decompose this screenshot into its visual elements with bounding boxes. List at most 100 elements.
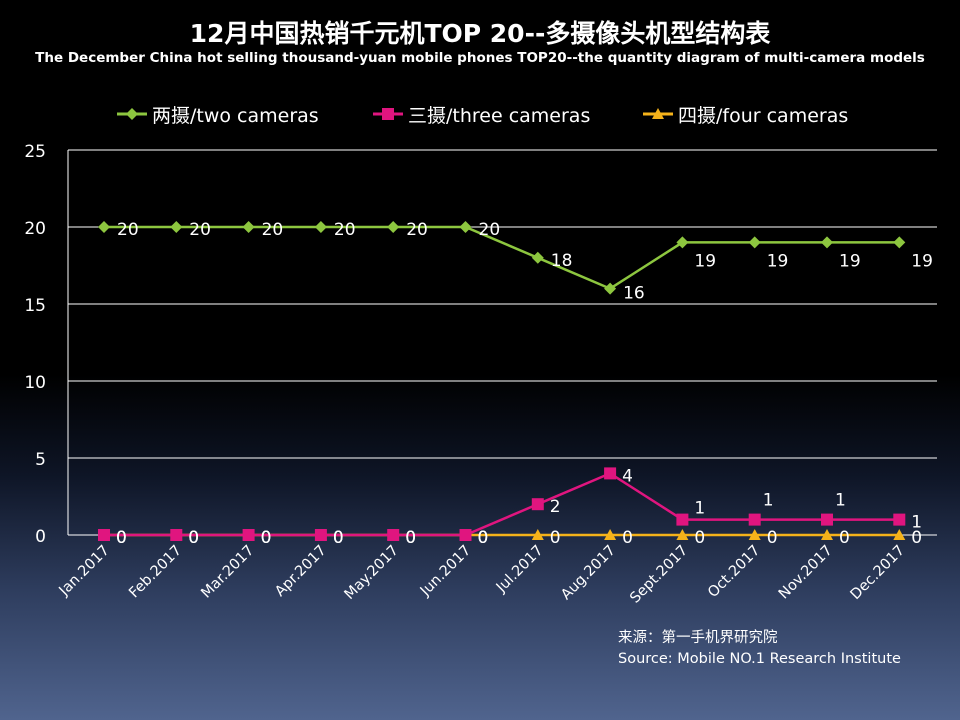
data-label: 0: [478, 528, 489, 548]
data-label: 18: [551, 251, 573, 271]
data-label: 20: [262, 220, 284, 240]
data-label: 0: [333, 528, 344, 548]
series-line: [104, 471, 900, 537]
data-label: 19: [767, 251, 789, 271]
x-tick-label: Feb.2017: [126, 543, 185, 602]
data-label: 20: [479, 220, 501, 240]
data-label: 20: [189, 220, 211, 240]
data-label: 0: [478, 528, 489, 548]
data-label: 20: [334, 220, 356, 240]
legend-label: 三摄/three cameras: [408, 104, 591, 127]
data-point: [98, 221, 110, 233]
x-tick-label: May.2017: [342, 543, 402, 603]
y-tick-label: 15: [24, 296, 46, 316]
y-tick-label: 25: [24, 142, 46, 162]
x-tick-label: Sept.2017: [627, 543, 691, 607]
data-point: [821, 513, 833, 526]
data-point: [314, 221, 327, 233]
data-label: 0: [911, 528, 922, 548]
legend-label: 四摄/four cameras: [678, 104, 849, 127]
data-label: 2: [550, 497, 561, 517]
legend-swatch-diamond-icon: [117, 108, 147, 120]
legend-swatch-square-icon: [373, 108, 403, 120]
data-label: 0: [261, 528, 272, 548]
data-point: [748, 236, 761, 249]
data-label: 4: [622, 466, 633, 486]
data-label: 0: [839, 528, 850, 548]
y-tick-label: 0: [35, 527, 46, 547]
data-point: [98, 529, 110, 541]
data-label: 19: [839, 251, 861, 271]
y-tick-label: 10: [24, 373, 46, 393]
x-tick-label: Mar.2017: [198, 543, 257, 602]
data-point: [604, 529, 617, 540]
data-label: 0: [694, 528, 705, 548]
x-tick-label: Nov.2017: [776, 543, 836, 603]
x-tick-label: Aug.2017: [558, 543, 619, 604]
data-label: 0: [550, 528, 561, 548]
y-tick-label: 5: [35, 450, 46, 470]
data-label: 0: [622, 528, 633, 548]
legend-item-three-cameras: 三摄/three cameras: [372, 100, 590, 128]
data-point: [242, 529, 255, 541]
data-point: [314, 529, 327, 541]
data-label: 19: [911, 251, 933, 271]
legend-item-two-cameras: 两摄/two cameras: [116, 100, 319, 128]
data-point: [893, 236, 906, 249]
data-label: 0: [116, 528, 127, 548]
data-point: [531, 529, 544, 540]
data-label: 16: [623, 284, 645, 304]
data-label: 0: [188, 528, 199, 548]
data-label: 0: [261, 528, 272, 548]
data-point: [748, 529, 761, 540]
data-point: [676, 529, 689, 540]
data-point: [459, 529, 472, 541]
legend-swatch-triangle-icon: [643, 108, 673, 119]
data-label: 1: [694, 499, 705, 519]
data-label: 19: [694, 251, 716, 271]
data-point: [242, 221, 255, 233]
data-label: 20: [117, 220, 139, 240]
data-point: [821, 529, 833, 540]
data-label: 20: [406, 220, 428, 240]
data-point: [676, 513, 689, 526]
data-point: [748, 513, 761, 526]
source-line-zh: 来源：第一手机界研究院: [618, 630, 778, 646]
x-tick-label: Jul.2017: [493, 543, 547, 597]
x-tick-label: Apr.2017: [272, 543, 329, 600]
legend-item-four-cameras: 四摄/four cameras: [642, 100, 848, 128]
data-point: [893, 529, 906, 540]
y-tick-label: 20: [24, 219, 46, 239]
data-point: [893, 513, 906, 526]
data-point: [531, 498, 544, 511]
data-point: [531, 251, 544, 264]
data-point: [387, 221, 400, 233]
data-label: 1: [911, 513, 922, 533]
data-point: [387, 529, 400, 541]
x-tick-label: Jun.2017: [417, 543, 474, 600]
chart-title: 12月中国热销千元机TOP 20--多摄像头机型结构表: [189, 19, 771, 48]
source-line-en: Source: Mobile NO.1 Research Institute: [618, 651, 901, 667]
data-label: 0: [405, 528, 416, 548]
data-label: 0: [188, 528, 199, 548]
x-tick-label: Oct.2017: [705, 543, 763, 601]
data-point: [604, 282, 617, 295]
data-point: [170, 529, 183, 541]
data-point: [676, 236, 689, 249]
data-point: [821, 236, 833, 249]
data-label: 0: [116, 528, 127, 548]
data-label: 1: [835, 491, 846, 511]
chart-legend: 两摄/two cameras 三摄/three cameras 四摄/four …: [0, 100, 960, 128]
data-label: 0: [405, 528, 416, 548]
data-label: 0: [333, 528, 344, 548]
data-label: 0: [767, 528, 778, 548]
x-tick-label: Dec.2017: [848, 543, 909, 604]
data-point: [459, 221, 472, 233]
chart-subtitle: The December China hot selling thousand-…: [35, 50, 925, 66]
series-line: [104, 225, 900, 291]
data-point: [170, 221, 183, 233]
data-label: 1: [763, 491, 774, 511]
data-point: [604, 467, 617, 480]
x-tick-label: Jan.2017: [56, 543, 113, 600]
